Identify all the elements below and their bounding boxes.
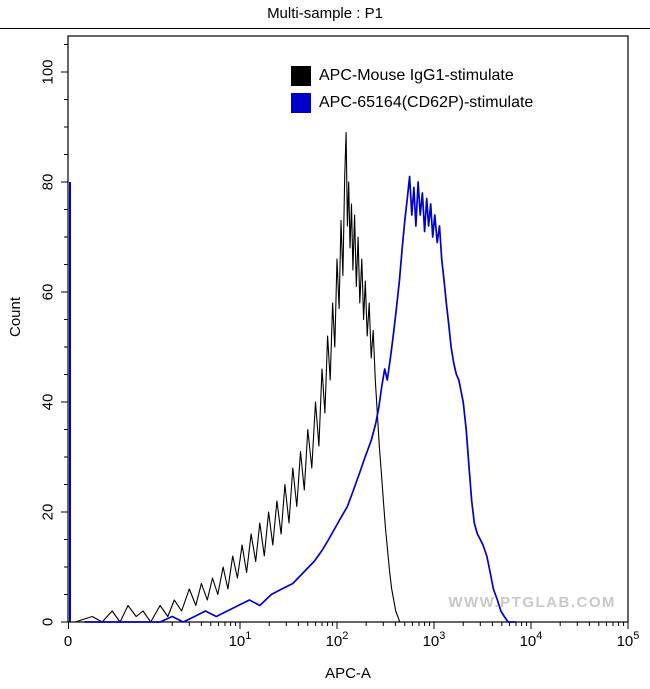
svg-text:103: 103	[423, 630, 446, 650]
plot-frame	[67, 35, 629, 623]
legend-item-igg1: APC-Mouse IgG1-stimulate	[291, 65, 533, 86]
x-tick-labels: 0 101 102 103 104 105	[64, 630, 640, 650]
svg-text:100: 100	[40, 59, 57, 84]
plot-title: Multi-sample : P1	[267, 5, 383, 22]
svg-text:40: 40	[40, 394, 57, 411]
svg-text:102: 102	[326, 630, 349, 650]
svg-text:101: 101	[229, 630, 252, 650]
legend-swatch-igg1	[291, 65, 311, 86]
title-divider	[0, 28, 650, 29]
y-tick-labels: 0 20 40 60 80 100	[40, 59, 57, 626]
y-axis-label: Count	[7, 296, 24, 338]
svg-text:20: 20	[40, 504, 57, 521]
x-axis-label: APC-A	[325, 665, 371, 682]
svg-text:60: 60	[40, 284, 57, 301]
svg-text:0: 0	[64, 633, 72, 650]
legend-label-igg1: APC-Mouse IgG1-stimulate	[319, 66, 514, 84]
svg-text:0: 0	[40, 618, 57, 626]
watermark: WWW.PTGLAB.COM	[448, 594, 616, 611]
legend: APC-Mouse IgG1-stimulate APC-65164(CD62P…	[291, 65, 533, 113]
series-curve-0	[75, 131, 401, 623]
legend-item-cd62p: APC-65164(CD62P)-stimulate	[291, 92, 533, 113]
svg-text:80: 80	[40, 174, 57, 191]
legend-label-cd62p: APC-65164(CD62P)-stimulate	[319, 93, 534, 111]
svg-text:105: 105	[617, 630, 640, 650]
svg-text:104: 104	[520, 630, 543, 650]
axis-ticks	[61, 44, 629, 629]
legend-swatch-cd62p	[291, 92, 311, 113]
series-curve-1	[84, 175, 516, 623]
